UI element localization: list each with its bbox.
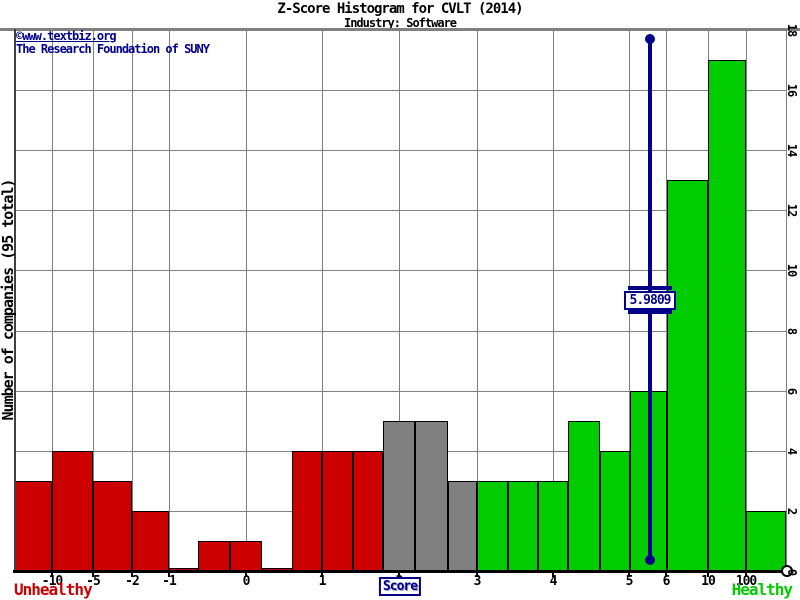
marker-top-dot-icon — [645, 34, 655, 44]
x-tick-mark — [398, 572, 400, 577]
histogram-bar — [383, 420, 415, 572]
x-tick-mark — [131, 572, 133, 577]
h-gridline — [15, 210, 786, 212]
score-axis-caption: Score — [378, 577, 422, 596]
v-gridline — [169, 29, 170, 572]
histogram-bar — [198, 541, 230, 572]
x-axis-line — [13, 570, 783, 573]
healthy-caption: Healthy — [731, 580, 793, 599]
histogram-bar — [600, 451, 630, 572]
v-gridline — [399, 29, 400, 572]
marker-crossbar — [628, 310, 672, 314]
watermark-link[interactable]: ©www.textbiz.org — [16, 29, 117, 43]
histogram-bar — [353, 451, 383, 572]
y-tick-label: 4 — [785, 447, 799, 455]
y-tick-label: 18 — [785, 23, 799, 36]
chart-title: Z-Score Histogram for CVLT (2014) — [277, 1, 523, 17]
histogram-bar — [415, 420, 448, 572]
x-tick-label: 0 — [242, 574, 251, 589]
x-tick-label: 1 — [318, 574, 327, 589]
v-gridline — [786, 29, 787, 572]
x-tick-mark — [552, 572, 554, 577]
x-tick-label: 3 — [473, 574, 482, 589]
x-tick-mark — [665, 572, 667, 577]
histogram-bar — [538, 481, 568, 572]
v-gridline — [52, 29, 53, 572]
histogram-bar — [93, 481, 132, 572]
h-gridline — [15, 270, 786, 272]
y-tick-label: 16 — [785, 83, 799, 96]
histogram-bar — [448, 481, 477, 572]
x-tick-mark — [92, 572, 94, 577]
y-axis-line — [14, 29, 16, 572]
h-gridline — [15, 330, 786, 332]
marker-bottom-dot-icon — [645, 555, 655, 565]
x-tick-mark — [745, 572, 747, 577]
histogram-bar — [508, 481, 538, 572]
x-tick-label: -1 — [162, 574, 177, 589]
y-tick-label: 14 — [785, 143, 799, 157]
chart-subtitle: Industry: Software — [343, 16, 457, 30]
histogram-bar — [708, 59, 746, 572]
y-axis-title: Number of companies (95 total) — [0, 179, 17, 421]
plot-top-border — [0, 28, 800, 31]
x-tick-mark — [168, 572, 170, 577]
histogram-bar — [568, 420, 600, 572]
x-tick-label: -10 — [41, 574, 64, 589]
histogram-bar — [746, 511, 786, 572]
histogram-bar — [667, 180, 708, 572]
h-gridline — [15, 89, 786, 91]
x-tick-label: 4 — [549, 574, 558, 589]
marker-value-label: 5.9809 — [624, 290, 676, 310]
y-tick-label: 6 — [785, 387, 799, 394]
y-tick-label: 8 — [785, 327, 799, 334]
h-gridline — [15, 390, 786, 392]
histogram-bar — [477, 481, 508, 572]
watermark-org: The Research Foundation of SUNY — [16, 42, 210, 56]
x-axis-end-circle-icon — [781, 565, 793, 577]
v-gridline — [246, 29, 247, 572]
x-tick-mark — [245, 572, 247, 577]
y-tick-label: 10 — [785, 264, 799, 277]
histogram-bar — [292, 451, 322, 572]
v-gridline — [553, 29, 554, 572]
y-tick-label: 12 — [785, 203, 799, 217]
x-tick-label: -2 — [125, 574, 140, 589]
x-tick-mark — [707, 572, 709, 577]
x-tick-label: 5 — [625, 574, 634, 589]
marker-crossbar — [628, 286, 672, 290]
histogram-bar — [322, 451, 353, 572]
x-tick-mark — [476, 572, 478, 577]
h-gridline — [15, 149, 786, 151]
x-tick-label: -5 — [86, 574, 101, 589]
y-tick-label: 2 — [785, 508, 799, 515]
y-tick-label: 0 — [785, 568, 799, 575]
x-tick-mark — [51, 572, 53, 577]
x-tick-label: 10 — [701, 574, 716, 589]
v-gridline — [132, 29, 133, 572]
x-tick-label: 100 — [735, 574, 758, 589]
v-gridline — [477, 29, 478, 572]
v-gridline — [93, 29, 94, 572]
histogram-bar — [52, 451, 93, 572]
v-gridline — [322, 29, 323, 572]
histogram-bar — [15, 481, 52, 572]
unhealthy-caption: Unhealthy — [14, 580, 93, 599]
v-gridline — [746, 29, 747, 572]
x-tick-mark — [321, 572, 323, 577]
histogram-bar — [132, 511, 169, 572]
x-tick-label: 6 — [662, 574, 671, 589]
histogram-bar — [230, 541, 262, 572]
x-tick-mark — [628, 572, 630, 577]
